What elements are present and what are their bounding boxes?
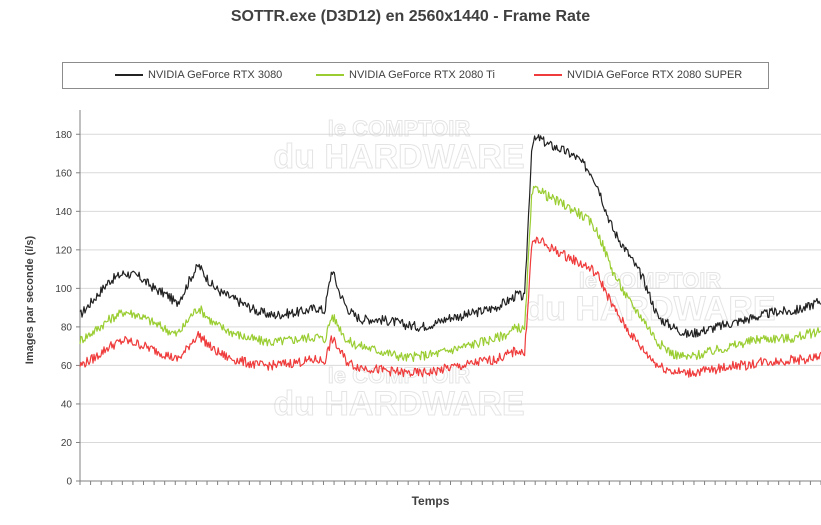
series-layer [79, 134, 821, 378]
svg-text:du HARDWARE: du HARDWARE [273, 385, 524, 423]
y-tick-label: 0 [66, 477, 72, 488]
y-tick-label: 40 [61, 399, 73, 410]
legend-item-rtx3080: NVIDIA GeForce RTX 3080 [115, 69, 282, 81]
y-axis-label: Images par seconde (i/s) [24, 235, 36, 365]
legend-label-rtx3080: NVIDIA GeForce RTX 3080 [148, 69, 283, 81]
y-tick-label: 120 [55, 245, 72, 256]
y-tick-label: 80 [61, 322, 73, 333]
legend-label-rtx2080super: NVIDIA GeForce RTX 2080 SUPER [567, 69, 743, 81]
legend-item-rtx2080ti: NVIDIA GeForce RTX 2080 Ti [316, 69, 495, 81]
series-line-0 [79, 134, 821, 338]
series-line-1 [79, 185, 821, 362]
y-tick-label: 60 [61, 361, 73, 372]
svg-text:le COMPTOIR: le COMPTOIR [328, 116, 471, 141]
axis-layer: 0 20 40 60 80 100 120 140 160 180 [55, 110, 821, 488]
y-tick-label: 100 [55, 284, 72, 295]
legend-swatch-rtx3080 [115, 74, 143, 76]
x-axis-label: Temps [411, 494, 450, 508]
y-tick-label: 140 [55, 207, 72, 218]
legend-swatch-rtx2080super [534, 74, 562, 76]
y-tick-label: 20 [61, 438, 73, 449]
legend-swatch-rtx2080ti [316, 74, 344, 76]
y-tick-label: 180 [55, 130, 72, 141]
grid-layer [80, 133, 821, 443]
legend-item-rtx2080super: NVIDIA GeForce RTX 2080 SUPER [534, 69, 742, 81]
svg-text:le COMPTOIR: le COMPTOIR [579, 268, 722, 293]
chart-title: SOTTR.exe (D3D12) en 2560x1440 - Frame R… [230, 8, 591, 25]
svg-text:du HARDWARE: du HARDWARE [273, 138, 524, 176]
series-line-2 [79, 236, 821, 378]
y-tick-label: 160 [55, 168, 72, 179]
legend-label-rtx2080ti: NVIDIA GeForce RTX 2080 Ti [349, 69, 495, 81]
chart-legend: NVIDIA GeForce RTX 3080 NVIDIA GeForce R… [62, 62, 769, 89]
